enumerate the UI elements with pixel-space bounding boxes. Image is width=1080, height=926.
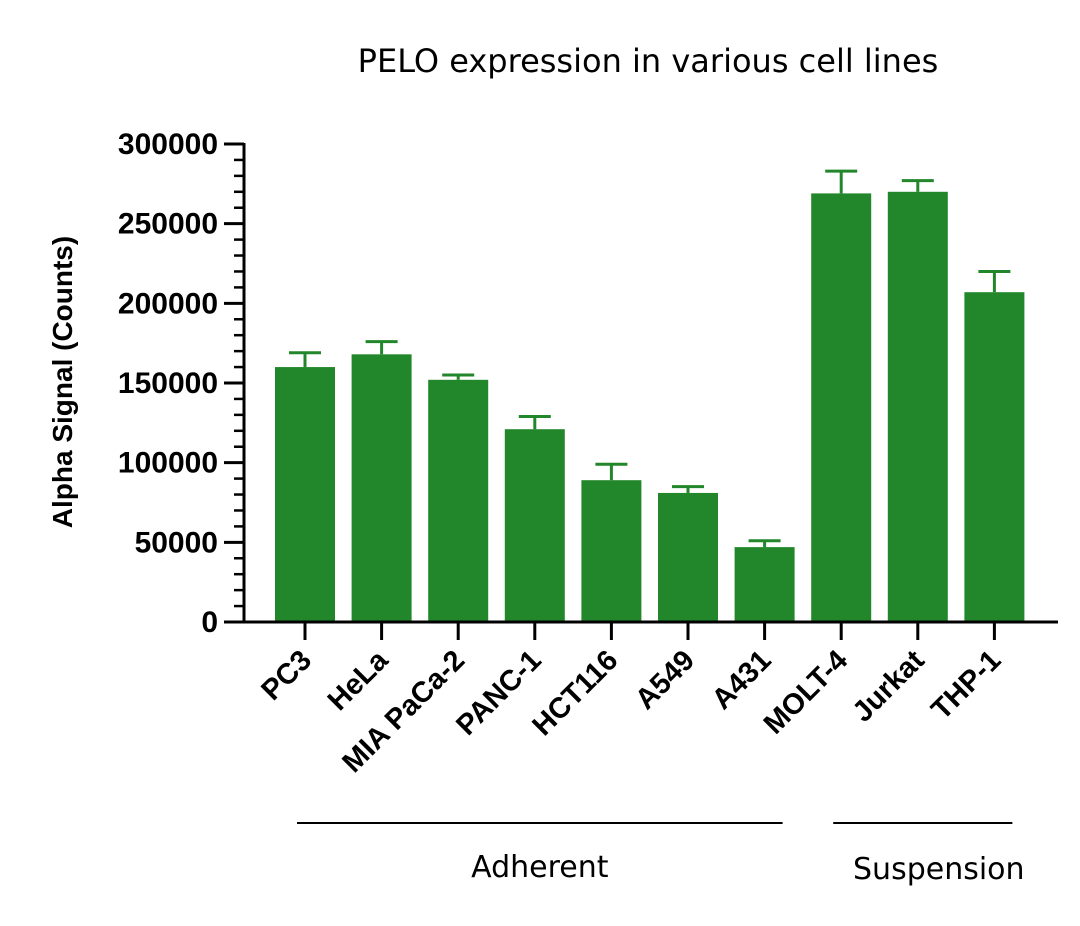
y-tick-label: 0 <box>201 606 218 639</box>
y-tick-label: 100000 <box>118 447 218 480</box>
x-tick-label: PC3 <box>255 644 318 707</box>
bar-molt-4 <box>811 193 872 623</box>
x-tick-label: A431 <box>706 644 778 716</box>
y-tick-label: 50000 <box>135 526 218 559</box>
y-tick-label: 150000 <box>118 367 218 400</box>
bar-hct116 <box>581 480 642 622</box>
x-tick-label: HeLa <box>322 644 395 717</box>
group-label-suspension: Suspension <box>853 852 1025 887</box>
x-tick-label: Jurkat <box>847 644 931 728</box>
group-brackets: Adherent Suspension <box>297 822 1025 887</box>
bar-a549 <box>658 492 718 622</box>
y-tick-label: 200000 <box>118 287 218 320</box>
bar-jurkat <box>887 191 948 623</box>
x-tick-label: THP-1 <box>925 644 1007 726</box>
bar-panc-1 <box>504 429 565 622</box>
bars <box>275 169 1025 623</box>
y-axis: 0 50000 100000 150000 200000 250000 300000 <box>118 128 246 639</box>
x-tick-label: HCT116 <box>526 644 624 742</box>
bar-pc3 <box>275 367 335 622</box>
bar-mia-paca-2 <box>428 379 489 622</box>
y-axis-label: Alpha Signal (Counts) <box>47 236 78 528</box>
chart-title: PELO expression in various cell lines <box>358 42 939 80</box>
y-tick-label: 250000 <box>118 208 218 241</box>
y-tick-label: 300000 <box>118 128 218 161</box>
x-tick-label: MOLT-4 <box>758 644 854 740</box>
bar-a431 <box>734 547 795 622</box>
x-tick-label: A549 <box>629 644 701 716</box>
bar-thp-1 <box>964 292 1025 622</box>
group-label-adherent: Adherent <box>471 850 609 885</box>
bar-hela <box>351 354 412 622</box>
